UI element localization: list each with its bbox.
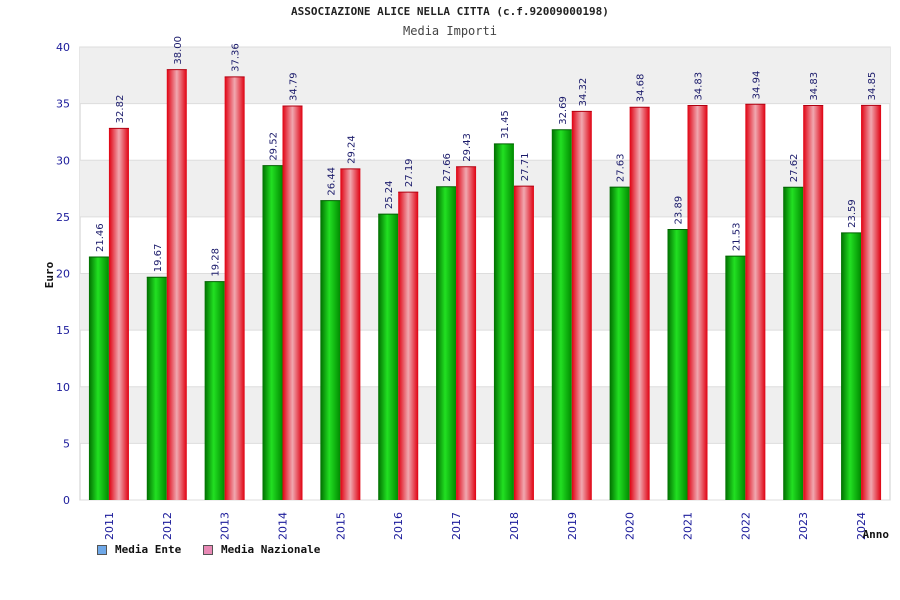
bar-media-nazionale xyxy=(340,168,361,500)
y-tick-label: 15 xyxy=(56,324,70,337)
data-label: 32.69 xyxy=(558,96,569,125)
data-label: 34.68 xyxy=(636,74,647,103)
legend-swatch-nazionale xyxy=(203,544,213,555)
x-tick-label: 2012 xyxy=(161,512,174,540)
data-label: 29.24 xyxy=(346,135,357,164)
x-tick-label: 2011 xyxy=(103,512,116,540)
bar-media-ente xyxy=(841,232,862,500)
x-tick-label: 2023 xyxy=(797,512,810,540)
bar-media-nazionale xyxy=(861,105,882,500)
grid-band xyxy=(80,47,890,104)
legend-item-ente: Media Ente xyxy=(97,543,181,556)
data-label: 21.53 xyxy=(731,223,742,252)
data-label: 23.59 xyxy=(847,199,858,228)
bar-media-ente xyxy=(725,256,746,500)
x-tick-label: 2022 xyxy=(739,512,752,540)
x-tick-label: 2024 xyxy=(855,512,868,540)
x-tick-label: 2019 xyxy=(566,512,579,540)
x-axis-label: Anno xyxy=(863,528,890,541)
bar-media-nazionale xyxy=(513,186,534,500)
grid-band xyxy=(80,386,890,444)
data-label: 25.24 xyxy=(384,181,395,210)
data-label: 34.32 xyxy=(578,78,589,107)
data-label: 34.83 xyxy=(694,72,705,101)
x-tick-label: 2016 xyxy=(392,512,405,540)
bar-media-ente xyxy=(204,281,225,500)
x-tick-label: 2017 xyxy=(450,512,463,540)
data-label: 27.66 xyxy=(442,153,453,182)
bar-media-ente xyxy=(262,165,283,500)
chart-subtitle: Media Importi xyxy=(403,24,497,38)
bar-media-nazionale xyxy=(456,166,477,500)
data-label: 27.71 xyxy=(520,153,531,182)
legend-label-ente: Media Ente xyxy=(115,543,182,556)
y-tick-label: 30 xyxy=(56,154,70,167)
y-tick-label: 40 xyxy=(56,41,70,54)
data-label: 23.89 xyxy=(674,196,685,225)
chart-title: ASSOCIAZIONE ALICE NELLA CITTA (c.f.9200… xyxy=(291,5,609,18)
y-tick-label: 35 xyxy=(56,98,70,111)
bar-media-nazionale xyxy=(803,105,824,501)
bar-media-nazionale xyxy=(224,76,245,500)
legend-swatch-ente xyxy=(97,544,107,555)
bar-media-nazionale xyxy=(282,106,303,501)
data-label: 19.67 xyxy=(153,244,164,273)
bar-media-nazionale xyxy=(745,104,766,500)
bar-media-nazionale xyxy=(571,111,592,501)
y-tick-label: 0 xyxy=(63,494,70,507)
data-label: 34.94 xyxy=(751,71,762,100)
bar-media-ente xyxy=(493,143,514,501)
x-tick-label: 2014 xyxy=(277,512,290,540)
legend-label-nazionale: Media Nazionale xyxy=(221,543,321,556)
bar-media-ente xyxy=(88,256,109,500)
y-tick-label: 10 xyxy=(56,381,70,394)
data-label: 27.62 xyxy=(789,154,800,183)
data-label: 27.19 xyxy=(404,158,415,187)
y-axis-ticks: 0 5 10 15 20 25 30 35 40 xyxy=(56,41,70,507)
bar-media-ente xyxy=(436,186,457,501)
y-tick-label: 5 xyxy=(63,437,70,450)
bar-media-ente xyxy=(146,277,167,500)
data-label: 29.43 xyxy=(462,133,473,162)
x-axis-ticks: 2011 2012 2013 2014 2015 2016 2017 2018 2019 2020… xyxy=(103,512,868,540)
data-label: 34.85 xyxy=(867,72,878,101)
bar-media-nazionale xyxy=(166,69,187,501)
data-label: 27.63 xyxy=(616,153,627,182)
bar-media-nazionale xyxy=(629,107,650,501)
bar-media-nazionale xyxy=(687,105,708,501)
bar-media-ente xyxy=(667,229,688,501)
bar-media-ente xyxy=(551,129,572,500)
bar-media-ente xyxy=(378,214,399,501)
bar-media-nazionale xyxy=(108,128,129,500)
grid-band xyxy=(80,160,890,217)
x-tick-label: 2021 xyxy=(682,512,695,540)
data-label: 29.52 xyxy=(269,132,280,161)
x-tick-label: 2015 xyxy=(334,512,347,540)
grid-band xyxy=(80,273,890,331)
data-label: 32.82 xyxy=(115,95,126,124)
bar-media-ente xyxy=(783,187,804,501)
y-axis-label: Euro xyxy=(43,261,56,288)
bars xyxy=(88,69,882,501)
x-tick-label: 2020 xyxy=(624,512,637,540)
data-label: 34.83 xyxy=(809,72,820,101)
bar-media-nazionale xyxy=(398,192,419,501)
data-label: 38.00 xyxy=(173,36,184,65)
data-labels: 21.46 32.82 19.67 38.00 19.28 37.36 29.52 34.79… xyxy=(95,36,878,277)
bar-media-ente xyxy=(609,187,630,500)
data-label: 21.46 xyxy=(95,223,106,252)
y-tick-label: 20 xyxy=(56,268,70,281)
data-label: 37.36 xyxy=(231,43,242,72)
x-tick-label: 2013 xyxy=(219,512,232,540)
data-label: 34.79 xyxy=(289,72,300,101)
data-label: 19.28 xyxy=(211,248,222,277)
legend-item-nazionale: Media Nazionale xyxy=(203,543,320,556)
bar-media-ente xyxy=(320,200,341,500)
data-label: 26.44 xyxy=(326,167,337,196)
data-label: 31.45 xyxy=(500,110,511,139)
y-tick-label: 25 xyxy=(56,211,70,224)
x-tick-label: 2018 xyxy=(508,512,521,540)
